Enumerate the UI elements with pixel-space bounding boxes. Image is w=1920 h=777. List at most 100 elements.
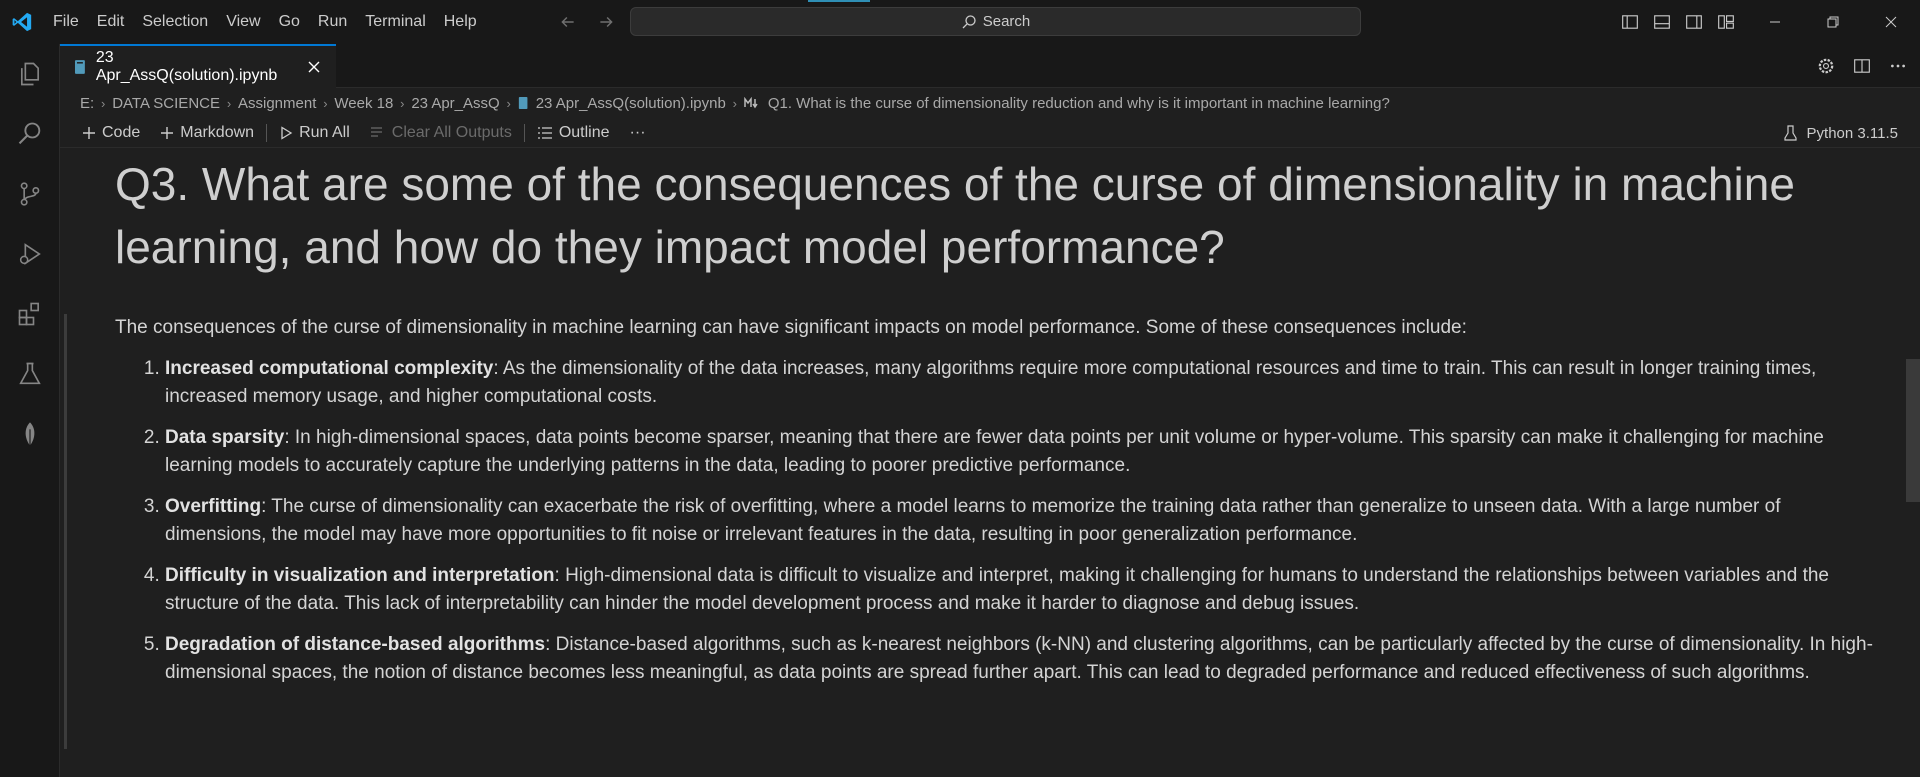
- list-item: Data sparsity: In high-dimensional space…: [165, 424, 1875, 480]
- title-bar: File Edit Selection View Go Run Terminal…: [0, 0, 1920, 44]
- menu-file[interactable]: File: [53, 13, 79, 30]
- toggle-panel-icon[interactable]: [1650, 10, 1674, 34]
- menu-view[interactable]: View: [226, 13, 261, 30]
- add-markdown-label: Markdown: [180, 123, 255, 141]
- plus-icon: [161, 126, 174, 139]
- scrollbar-thumb[interactable]: [1906, 359, 1920, 502]
- add-markdown-cell-button[interactable]: Markdown: [150, 118, 264, 148]
- list-item-text: : As the dimensionality of the data incr…: [165, 358, 1817, 407]
- menu-terminal[interactable]: Terminal: [365, 13, 426, 30]
- explorer-icon[interactable]: [0, 44, 60, 104]
- clear-all-label: Clear All Outputs: [391, 123, 512, 141]
- list-item-term: Increased computational complexity: [165, 358, 494, 379]
- chevron-right-icon: ›: [506, 95, 511, 111]
- breadcrumb: E: › DATA SCIENCE › Assignment › Week 18…: [60, 89, 1920, 117]
- add-code-cell-button[interactable]: Code: [72, 118, 150, 148]
- breadcrumb-item-drive[interactable]: E:: [80, 94, 95, 112]
- close-icon[interactable]: [304, 57, 324, 77]
- title-accent-line: [808, 0, 870, 2]
- outline-button[interactable]: Outline: [527, 118, 620, 148]
- markdown-icon: [744, 97, 762, 109]
- clear-all-icon: [370, 126, 382, 137]
- cell-heading: Q3. What are some of the consequences of…: [115, 158, 1795, 273]
- cell-intro: The consequences of the curse of dimensi…: [115, 317, 1467, 338]
- run-all-button[interactable]: Run All: [269, 118, 360, 148]
- list-icon: [537, 126, 552, 139]
- notebook-file-icon: [74, 60, 85, 74]
- more-toolbar-button[interactable]: ···: [620, 118, 656, 148]
- menu-help[interactable]: Help: [443, 13, 477, 30]
- split-editor-icon[interactable]: [1850, 54, 1874, 78]
- customize-layout-icon[interactable]: [1714, 10, 1738, 34]
- tab-notebook[interactable]: 23 Apr_AssQ(solution).ipynb: [60, 44, 336, 88]
- more-label: ···: [629, 123, 646, 141]
- notebook-toolbar: Code Markdown Run All Clear All Outputs …: [60, 118, 1920, 148]
- outline-label: Outline: [558, 123, 610, 141]
- list-item-term: Data sparsity: [165, 427, 285, 448]
- kernel-icon: [1783, 125, 1797, 141]
- run-debug-icon[interactable]: [0, 224, 60, 284]
- toolbar-divider: [523, 123, 525, 142]
- notebook-content: Q3. What are some of the consequences of…: [60, 149, 1920, 777]
- forward-arrow-icon[interactable]: [594, 10, 618, 34]
- activity-bar: [0, 44, 60, 777]
- menu-go[interactable]: Go: [278, 13, 300, 30]
- add-code-label: Code: [102, 123, 141, 141]
- toggle-secondary-sidebar-icon[interactable]: [1682, 10, 1706, 34]
- more-actions-icon[interactable]: [1886, 54, 1910, 78]
- testing-flask-icon[interactable]: [0, 344, 60, 404]
- menu-bar: File Edit Selection View Go Run Terminal…: [44, 0, 486, 44]
- vertical-scrollbar[interactable]: [1906, 149, 1920, 777]
- editor-tab-bar: 23 Apr_AssQ(solution).ipynb: [60, 44, 1920, 88]
- command-search-box[interactable]: Search: [630, 7, 1361, 36]
- list-item-text: : In high-dimensional spaces, data point…: [165, 427, 1824, 476]
- back-arrow-icon[interactable]: [556, 10, 580, 34]
- run-all-label: Run All: [299, 123, 350, 141]
- chevron-right-icon: ›: [732, 95, 737, 111]
- list-item: Overfitting: The curse of dimensionality…: [165, 493, 1875, 549]
- chevron-right-icon: ›: [226, 95, 232, 111]
- search-sidebar-icon[interactable]: [0, 104, 60, 164]
- kernel-picker[interactable]: Python 3.11.5: [1783, 118, 1898, 148]
- markdown-cell[interactable]: Q3. What are some of the consequences of…: [115, 149, 1875, 700]
- breadcrumb-item-folder[interactable]: 23 Apr_AssQ: [411, 94, 500, 112]
- list-item: Degradation of distance-based algorithms…: [165, 631, 1875, 687]
- plus-icon: [83, 126, 95, 139]
- chevron-right-icon: ›: [323, 95, 328, 111]
- consequences-list: Increased computational complexity: As t…: [115, 355, 1875, 687]
- menu-run[interactable]: Run: [317, 13, 348, 30]
- list-item-term: Overfitting: [165, 496, 262, 517]
- breadcrumb-item-week[interactable]: Week 18: [334, 94, 394, 112]
- list-item-text: : Distance-based algorithms, such as k-n…: [165, 634, 1873, 683]
- tab-label: 23 Apr_AssQ(solution).ipynb: [95, 49, 278, 84]
- breadcrumb-item-data-science[interactable]: DATA SCIENCE: [112, 94, 220, 112]
- menu-selection[interactable]: Selection: [142, 13, 209, 30]
- close-window-icon[interactable]: [1862, 0, 1920, 44]
- list-item-text: : High-dimensional data is difficult to …: [165, 565, 1829, 614]
- list-item: Difficulty in visualization and interpre…: [165, 562, 1875, 618]
- vscode-logo-icon: [0, 0, 44, 44]
- toggle-primary-sidebar-icon[interactable]: [1618, 10, 1642, 34]
- leaf-extension-icon[interactable]: [0, 404, 60, 464]
- kernel-label: Python 3.11.5: [1806, 124, 1898, 142]
- search-label: Search: [982, 13, 1031, 30]
- breadcrumb-item-cell[interactable]: Q1. What is the curse of dimensionality …: [767, 94, 1390, 112]
- breadcrumb-item-file[interactable]: 23 Apr_AssQ(solution).ipynb: [535, 94, 726, 112]
- notebook-file-icon: [518, 96, 530, 110]
- gear-icon[interactable]: [1814, 54, 1838, 78]
- list-item-text: : The curse of dimensionality can exacer…: [165, 496, 1781, 545]
- breadcrumb-item-assignment[interactable]: Assignment: [238, 94, 317, 112]
- toolbar-divider: [266, 123, 268, 142]
- minimize-icon[interactable]: [1746, 0, 1804, 44]
- list-item-term: Difficulty in visualization and interpre…: [165, 565, 555, 586]
- clear-all-outputs-button[interactable]: Clear All Outputs: [360, 118, 522, 148]
- list-item: Increased computational complexity: As t…: [165, 355, 1875, 411]
- cell-focus-indicator: [64, 314, 67, 749]
- source-control-icon[interactable]: [0, 164, 60, 224]
- chevron-right-icon: ›: [101, 95, 106, 111]
- list-item-term: Degradation of distance-based algorithms: [165, 634, 546, 655]
- play-icon: [281, 125, 293, 140]
- menu-edit[interactable]: Edit: [96, 13, 125, 30]
- restore-icon[interactable]: [1804, 0, 1862, 44]
- extensions-icon[interactable]: [0, 284, 60, 344]
